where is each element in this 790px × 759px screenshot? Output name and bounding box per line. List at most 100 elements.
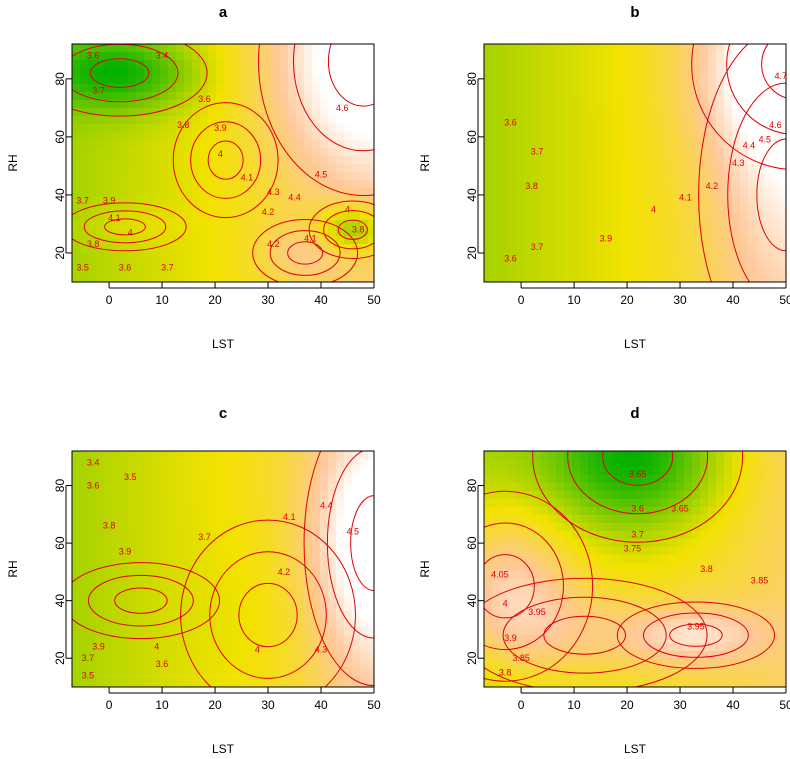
heat-cell bbox=[232, 651, 241, 660]
heat-cell bbox=[216, 220, 225, 229]
heat-cell bbox=[692, 619, 701, 628]
heat-cell bbox=[604, 467, 613, 476]
heat-cell bbox=[580, 76, 589, 85]
heat-cell bbox=[548, 475, 557, 484]
heat-cell bbox=[192, 651, 201, 660]
heat-cell bbox=[628, 523, 637, 532]
heat-cell bbox=[652, 212, 661, 221]
heat-cell bbox=[336, 268, 345, 277]
heat-cell bbox=[256, 140, 265, 149]
heat-cell bbox=[208, 180, 217, 189]
heat-cell bbox=[232, 451, 241, 460]
x-tick-label: 50 bbox=[779, 293, 790, 307]
heat-cell bbox=[716, 475, 725, 484]
heat-cell bbox=[732, 531, 741, 540]
heat-cell bbox=[280, 571, 289, 580]
heat-cell bbox=[208, 196, 217, 205]
heat-cell bbox=[88, 148, 97, 157]
heat-cell bbox=[740, 483, 749, 492]
heat-cell bbox=[192, 60, 201, 69]
heat-cell bbox=[628, 92, 637, 101]
heat-cell bbox=[628, 244, 637, 253]
panel-b: 3.63.73.83.944.14.24.34.44.54.64.73.63.7… bbox=[418, 4, 790, 351]
heat-cell bbox=[532, 563, 541, 572]
heat-cell bbox=[360, 92, 369, 101]
heat-cell bbox=[296, 148, 305, 157]
heat-cell bbox=[676, 555, 685, 564]
heat-cell bbox=[484, 220, 493, 229]
heat-cell bbox=[484, 659, 493, 668]
heat-cell bbox=[216, 188, 225, 197]
heat-cell bbox=[772, 68, 781, 77]
heat-cell bbox=[652, 260, 661, 269]
heat-cell bbox=[732, 228, 741, 237]
heat-cell bbox=[772, 523, 781, 532]
heat-cell bbox=[564, 635, 573, 644]
heat-cell bbox=[676, 491, 685, 500]
heat-cell bbox=[484, 252, 493, 261]
heat-cell bbox=[660, 244, 669, 253]
heat-cell bbox=[80, 204, 89, 213]
heat-cell bbox=[748, 547, 757, 556]
heat-cell bbox=[612, 220, 621, 229]
heat-cell bbox=[248, 252, 257, 261]
heat-cell bbox=[580, 643, 589, 652]
heat-cell bbox=[508, 491, 517, 500]
heat-cell bbox=[360, 515, 369, 524]
heat-cell bbox=[112, 499, 121, 508]
heat-cell bbox=[596, 276, 605, 282]
heat-cell bbox=[312, 683, 321, 687]
heat-cell bbox=[748, 531, 757, 540]
heat-cell bbox=[692, 451, 701, 460]
heat-cell bbox=[264, 204, 273, 213]
heat-cell bbox=[88, 507, 97, 516]
heat-cell bbox=[732, 44, 741, 53]
heat-cell bbox=[336, 68, 345, 77]
heat-cell bbox=[572, 68, 581, 77]
heat-cell bbox=[588, 467, 597, 476]
heat-cell bbox=[128, 539, 137, 548]
heat-cell bbox=[524, 547, 533, 556]
heat-cell bbox=[96, 667, 105, 676]
heat-cell bbox=[612, 603, 621, 612]
heat-cell bbox=[668, 156, 677, 165]
heat-cell bbox=[104, 116, 113, 125]
heat-cell bbox=[748, 148, 757, 157]
heat-cell bbox=[120, 499, 129, 508]
heat-cell bbox=[580, 659, 589, 668]
heat-cell bbox=[240, 124, 249, 133]
heat-cell bbox=[296, 619, 305, 628]
heat-cell bbox=[208, 44, 217, 53]
plot-frame bbox=[71, 43, 375, 283]
heat-cell bbox=[344, 531, 353, 540]
heat-cell bbox=[620, 164, 629, 173]
heat-cell bbox=[328, 268, 337, 277]
heat-cell bbox=[724, 635, 733, 644]
heat-cell bbox=[740, 515, 749, 524]
heat-cell bbox=[128, 204, 137, 213]
heat-cell bbox=[304, 156, 313, 165]
heat-cell bbox=[668, 659, 677, 668]
heat-cell bbox=[540, 220, 549, 229]
heat-cell bbox=[88, 124, 97, 133]
heat-cell bbox=[168, 451, 177, 460]
heat-cell bbox=[652, 547, 661, 556]
heat-cell bbox=[580, 132, 589, 141]
heat-cell bbox=[540, 156, 549, 165]
heat-cell bbox=[104, 579, 113, 588]
heat-cell bbox=[516, 100, 525, 109]
heat-cell bbox=[224, 156, 233, 165]
heat-cell bbox=[240, 507, 249, 516]
heat-cell bbox=[692, 244, 701, 253]
heat-cell bbox=[516, 627, 525, 636]
heat-cell bbox=[596, 172, 605, 181]
heat-cell bbox=[288, 523, 297, 532]
heat-cell bbox=[556, 563, 565, 572]
heat-cell bbox=[216, 156, 225, 165]
heat-cell bbox=[724, 236, 733, 245]
heat-cell bbox=[764, 140, 773, 149]
heat-cell bbox=[652, 507, 661, 516]
heat-cell bbox=[264, 515, 273, 524]
heat-cell bbox=[320, 148, 329, 157]
heat-cell bbox=[780, 156, 786, 165]
